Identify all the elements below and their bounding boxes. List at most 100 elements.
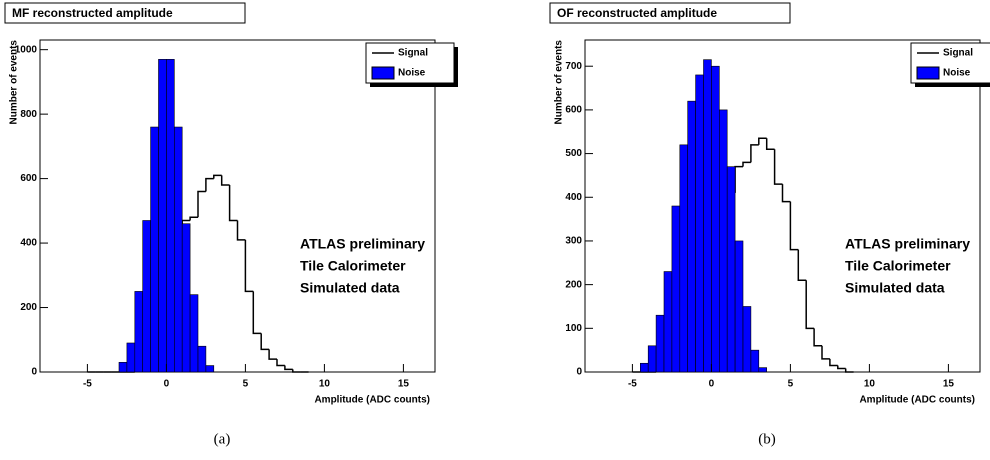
- noise-bar: [189, 294, 199, 373]
- annotation: Simulated data: [845, 280, 945, 296]
- signal-step: [268, 349, 277, 360]
- y-tick-label: 800: [20, 109, 37, 120]
- noise-bar: [679, 144, 689, 373]
- x-tick-label: 5: [788, 379, 794, 390]
- signal-step: [220, 175, 230, 186]
- x-tick-label: -5: [628, 379, 637, 390]
- signal-step: [789, 201, 799, 251]
- chart: OF reconstructed amplitude01002003004005…: [549, 2, 990, 447]
- chart-title: MF reconstructed amplitude: [12, 6, 173, 20]
- signal-step: [773, 149, 783, 185]
- noise-bar: [750, 349, 760, 373]
- signal-step: [758, 137, 767, 145]
- x-tick-label: 10: [864, 379, 876, 390]
- noise-bar: [663, 271, 673, 373]
- signal-step: [189, 216, 198, 221]
- x-tick-label: -5: [83, 379, 92, 390]
- chart-title: OF reconstructed amplitude: [557, 6, 717, 20]
- y-tick-label: 400: [20, 238, 37, 249]
- y-tick-label: 300: [565, 236, 582, 247]
- noise-bar: [118, 362, 128, 373]
- signal-step: [742, 161, 751, 167]
- noise-bar: [640, 362, 649, 373]
- x-tick-label: 10: [319, 379, 331, 390]
- noise-bar: [142, 220, 151, 373]
- signal-step: [821, 345, 830, 360]
- noise-bar: [197, 345, 207, 373]
- signal-step: [805, 280, 815, 330]
- signal-step: [781, 184, 791, 203]
- plot-frame: [39, 39, 436, 373]
- x-tick-label: 0: [709, 379, 715, 390]
- noise-bar: [150, 126, 159, 373]
- y-axis-label: Number of events: [9, 40, 20, 125]
- signal-step: [228, 185, 238, 222]
- y-tick-label: 400: [565, 192, 582, 203]
- signal-step: [292, 369, 301, 373]
- y-tick-label: 200: [20, 302, 37, 313]
- noise-bar: [726, 166, 736, 373]
- noise-bar: [126, 342, 136, 373]
- noise-bar: [655, 314, 665, 373]
- x-tick-label: 0: [164, 379, 170, 390]
- y-tick-label: 1000: [15, 44, 38, 55]
- noise-bar: [647, 345, 657, 373]
- legend-label: Noise: [943, 68, 971, 79]
- y-tick-label: 500: [565, 148, 582, 159]
- annotation: Tile Calorimeter: [300, 258, 406, 274]
- noise-bar: [687, 100, 696, 373]
- title-box: [549, 2, 791, 24]
- noise-bar: [671, 205, 681, 373]
- x-axis-label: Amplitude (ADC counts): [859, 395, 975, 406]
- y-tick-label: 600: [20, 173, 37, 184]
- noise-bar: [742, 306, 752, 373]
- signal-step: [284, 365, 293, 371]
- noise-bar: [711, 65, 720, 373]
- x-axis-label: Amplitude (ADC counts): [314, 395, 430, 406]
- chart: MF reconstructed amplitude 0 200 400 600 800 1…: [4, 2, 458, 447]
- caption: (a): [214, 431, 231, 447]
- signal-step: [829, 358, 838, 367]
- y-tick-label: 600: [565, 105, 582, 116]
- signal-step: [276, 359, 285, 367]
- annotation: Simulated data: [300, 280, 400, 296]
- signal-step: [252, 291, 262, 335]
- legend-label: Noise: [398, 68, 426, 79]
- y-tick-label: 700: [565, 61, 582, 72]
- noise-bar: [174, 126, 183, 373]
- legend-label: Signal: [398, 48, 428, 59]
- legend-label: Signal: [943, 48, 973, 59]
- title-box: [4, 2, 246, 24]
- noise-bar: [158, 59, 167, 373]
- signal-step: [837, 365, 846, 370]
- caption: (b): [758, 431, 776, 447]
- y-tick-label: 0: [31, 367, 37, 378]
- x-tick-label: 15: [943, 379, 955, 390]
- y-tick-label: 100: [565, 323, 582, 334]
- signal-step: [844, 368, 854, 373]
- annotation: ATLAS preliminary: [845, 236, 970, 252]
- signal-step: [236, 220, 246, 241]
- legend-swatch: [371, 66, 395, 80]
- x-tick-label: 5: [243, 379, 249, 390]
- signal-step: [750, 144, 759, 163]
- noise-bar: [181, 223, 191, 373]
- noise-bar: [205, 365, 215, 373]
- signal-step: [205, 177, 214, 192]
- noise-bar: [134, 291, 144, 373]
- noise-bar: [703, 59, 712, 373]
- noise-bar: [719, 109, 728, 373]
- signal-step: [244, 239, 254, 293]
- y-axis-label: Number of events: [554, 40, 565, 125]
- noise-bar: [695, 74, 704, 373]
- signal-step: [765, 138, 775, 150]
- plot-frame: [584, 39, 981, 373]
- noise-bar: [734, 240, 744, 373]
- signal-step: [734, 165, 743, 193]
- signal-step: [797, 249, 807, 282]
- legend-swatch: [916, 66, 940, 80]
- noise-bar: [166, 59, 175, 373]
- annotation: ATLAS preliminary: [300, 236, 425, 252]
